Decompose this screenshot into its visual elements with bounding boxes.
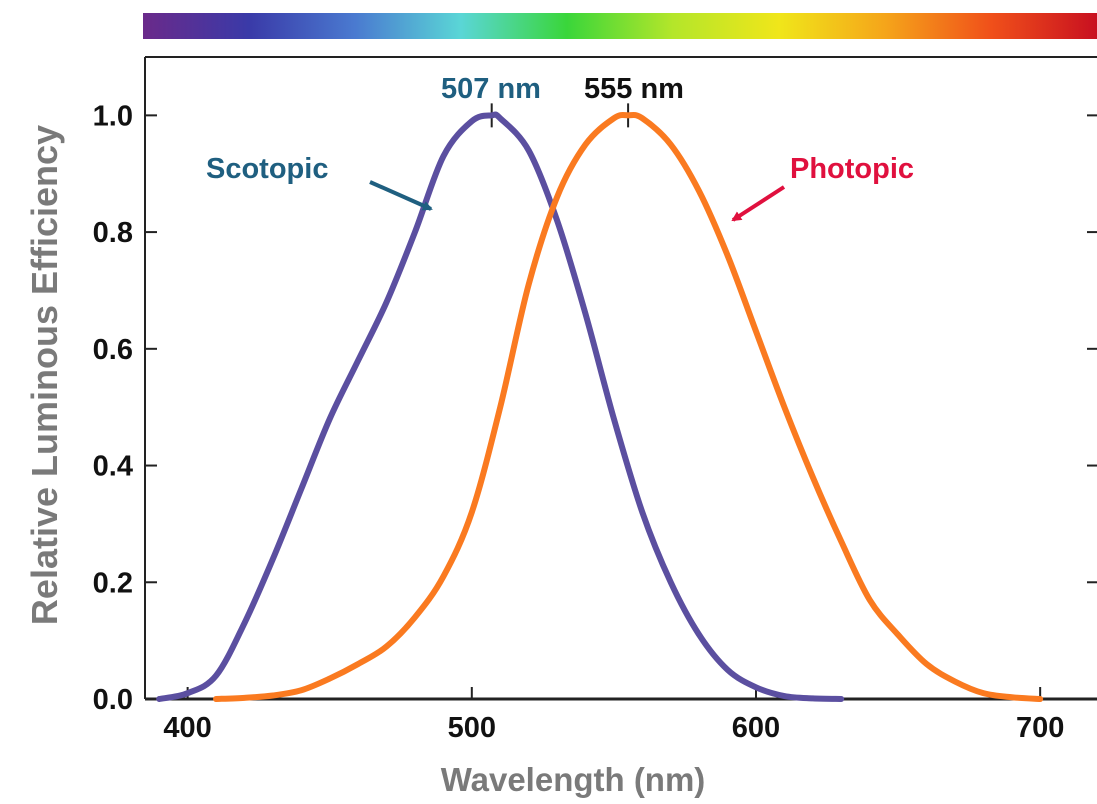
x-tick-label: 400 bbox=[163, 712, 211, 744]
y-tick-label: 0.2 bbox=[93, 567, 133, 599]
scotopic-arrow bbox=[369, 180, 433, 211]
scotopic-curve bbox=[156, 111, 845, 702]
x-axis-title: Wavelength (nm) bbox=[441, 761, 706, 798]
peak-label-507: 507 nm bbox=[441, 73, 541, 105]
y-tick-label: 0.6 bbox=[93, 334, 133, 366]
scotopic-label: Scotopic bbox=[206, 153, 328, 185]
y-axis-title: Relative Luminous Efficiency bbox=[24, 125, 65, 625]
x-tick-label: 600 bbox=[732, 712, 780, 744]
series-group bbox=[156, 111, 1044, 702]
x-tick-label: 500 bbox=[448, 712, 496, 744]
x-tick-label: 700 bbox=[1016, 712, 1064, 744]
y-tick-label: 0.4 bbox=[93, 451, 133, 483]
y-tick-label: 1.0 bbox=[93, 100, 133, 132]
y-tick-label: 0.8 bbox=[93, 217, 133, 249]
photopic-curve bbox=[213, 111, 1044, 702]
y-tick-label: 0.0 bbox=[93, 684, 133, 716]
photopic-arrow bbox=[731, 185, 786, 222]
peak-label-555: 555 nm bbox=[584, 73, 684, 105]
tick-labels: 0.0 0.2 0.4 0.6 0.8 1.0 400 500 600 700 bbox=[93, 100, 1065, 744]
axis-ticks bbox=[145, 103, 1097, 700]
spectrum-bar bbox=[143, 13, 1097, 39]
photopic-label: Photopic bbox=[790, 153, 914, 185]
